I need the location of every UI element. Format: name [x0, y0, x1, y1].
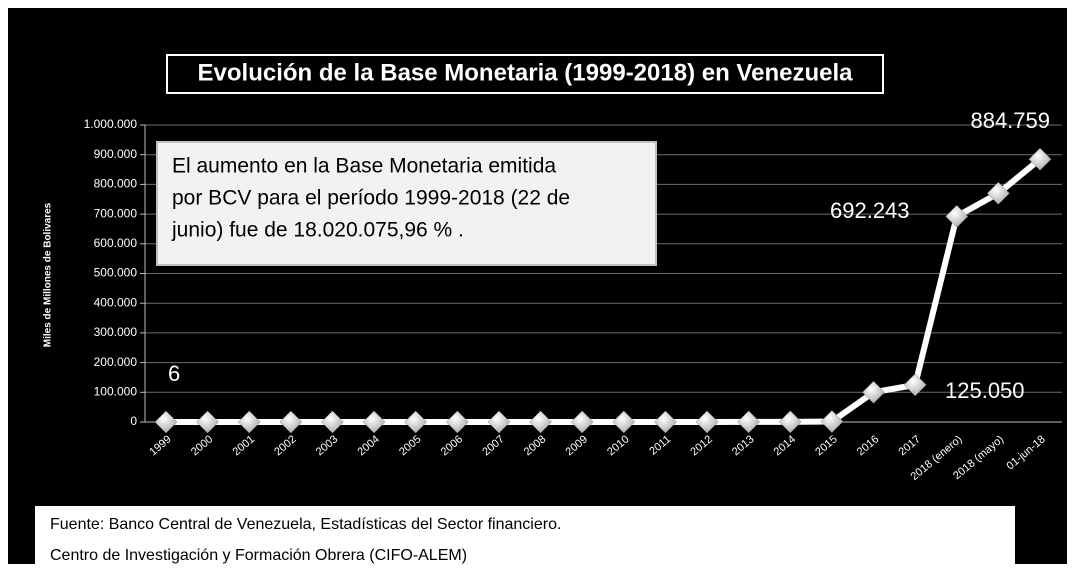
- annotation-line: por BCV para el período 1999-2018 (22 de: [172, 187, 570, 210]
- marker: [529, 410, 552, 434]
- data-label: 884.759: [970, 108, 1050, 133]
- marker: [612, 410, 636, 434]
- y-tick-label: 600.000: [94, 236, 138, 250]
- marker: [778, 410, 802, 434]
- marker: [154, 410, 178, 434]
- source-line: Centro de Investigación y Formación Obre…: [50, 547, 467, 564]
- plot: 0 100.000 200.000 300.000 400.000 500.000 600.…: [84, 108, 1062, 483]
- data-label: 692.243: [830, 198, 910, 223]
- marker: [196, 410, 219, 434]
- marker: [862, 380, 885, 404]
- y-tick-label: 700.000: [94, 206, 138, 220]
- y-tick-label: 1.000.000: [84, 117, 138, 131]
- marker: [654, 410, 677, 434]
- marker: [570, 410, 594, 434]
- marker: [487, 410, 511, 434]
- y-tick-label: 800.000: [94, 177, 138, 191]
- y-tick-label: 400.000: [94, 295, 138, 309]
- marker: [695, 410, 719, 434]
- y-tick-label: 500.000: [94, 266, 138, 280]
- source-box: [35, 506, 1015, 572]
- marker: [279, 410, 303, 434]
- marker: [945, 205, 969, 228]
- y-axis-label: Miles de Millones de Bolivares: [43, 202, 54, 347]
- background: [8, 8, 1067, 564]
- chart-title: Evolución de la Base Monetaria (1999-201…: [198, 59, 854, 86]
- marker: [737, 410, 761, 434]
- marker: [321, 410, 344, 434]
- marker: [903, 373, 927, 397]
- y-tick-label: 100.000: [94, 384, 138, 398]
- data-label: 125.050: [945, 378, 1025, 403]
- marker: [362, 410, 386, 434]
- y-tick-label: 900.000: [94, 147, 138, 161]
- y-tick-label: 200.000: [94, 355, 138, 369]
- data-label: 6: [168, 361, 180, 386]
- annotation-box: [156, 141, 657, 266]
- marker: [1028, 147, 1052, 171]
- marker: [987, 181, 1010, 205]
- y-tick-label: 300.000: [94, 325, 138, 339]
- marker: [820, 410, 844, 433]
- marker: [404, 410, 428, 434]
- y-tick-label: 0: [130, 414, 137, 428]
- marker: [237, 410, 261, 434]
- annotation-line: junio) fue de 18.020.075,96 % .: [171, 219, 464, 242]
- line: [166, 156, 1042, 425]
- title-box: [166, 54, 884, 94]
- source-line: Fuente: Banco Central de Venezuela, Esta…: [50, 516, 561, 533]
- marker: [445, 410, 469, 434]
- annotation-line: El aumento en la Base Monetaria emitida: [172, 155, 556, 178]
